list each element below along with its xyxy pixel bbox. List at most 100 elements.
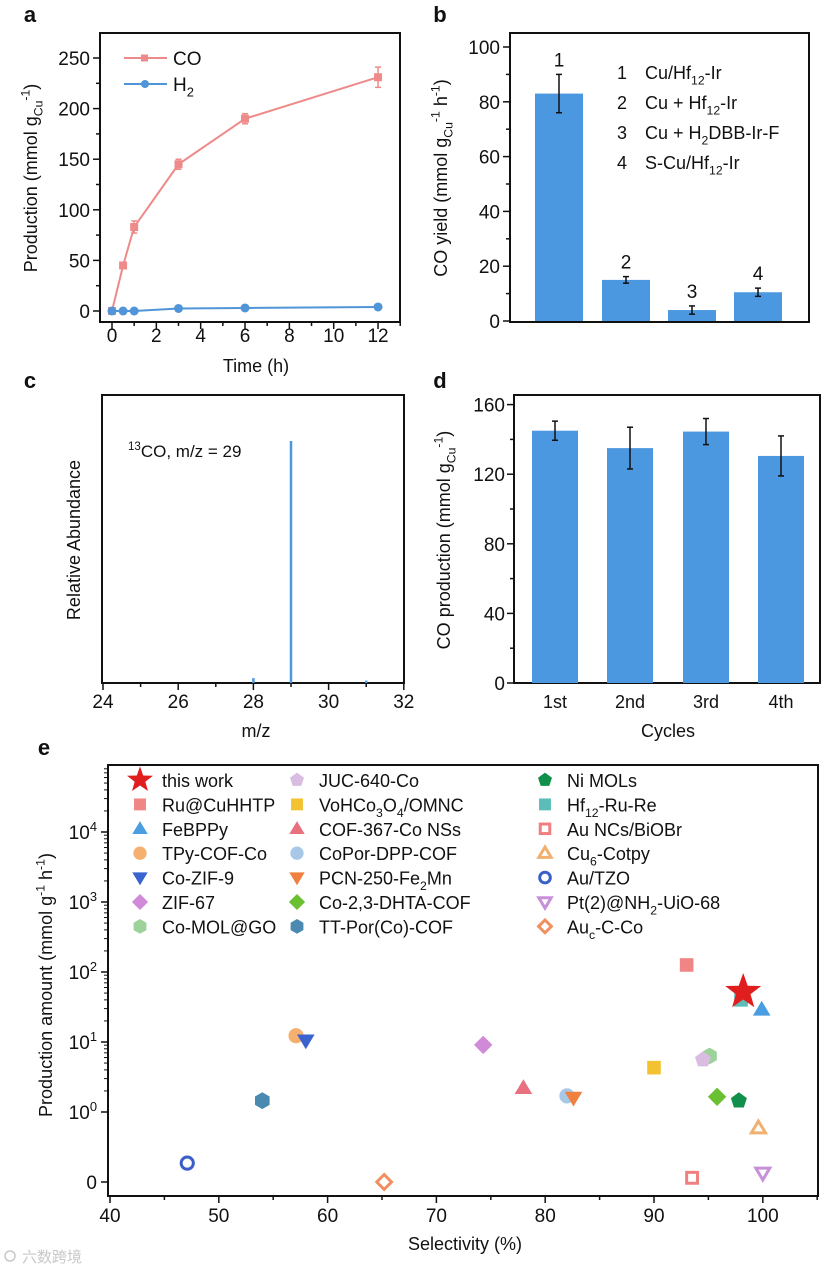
legend-marker xyxy=(133,846,147,860)
legend-marker xyxy=(141,80,149,88)
plot-frame-a xyxy=(99,32,401,323)
legend-label: CoPor-DPP-COF xyxy=(319,844,457,864)
bar xyxy=(532,430,578,683)
y-tick-label: 101 xyxy=(69,1029,97,1054)
data-point xyxy=(474,1035,493,1055)
x-tick-label: 4 xyxy=(195,326,206,347)
x-tick-label: 0 xyxy=(107,326,118,347)
y-tick-label: 80 xyxy=(479,93,500,114)
y-tick-label: 0 xyxy=(86,1173,97,1194)
data-point xyxy=(514,1079,533,1094)
y-tick-label: 104 xyxy=(69,819,97,844)
legend-label: H2 xyxy=(173,75,194,100)
bar xyxy=(683,431,729,683)
bar xyxy=(602,279,650,321)
legend-marker xyxy=(132,872,148,886)
y-tick-label: 0 xyxy=(494,674,505,695)
legend-label: Ni MOLs xyxy=(567,771,637,791)
data-point xyxy=(748,1118,769,1135)
legend-marker xyxy=(289,821,305,834)
legend-marker xyxy=(539,798,551,811)
data-point xyxy=(119,261,128,270)
y-tick-label: 80 xyxy=(484,535,505,556)
legend-label: Pt(2)@NH2-UiO-68 xyxy=(567,893,720,917)
y-tick-label: 102 xyxy=(69,959,97,984)
data-point xyxy=(174,160,183,169)
data-point xyxy=(564,1091,583,1107)
bar-label: 1 xyxy=(554,50,565,71)
legend-label: Cu + Hf12-Ir xyxy=(645,93,737,117)
data-point xyxy=(129,306,139,316)
legend-label: Co-ZIF-9 xyxy=(162,869,234,889)
legend-marker xyxy=(291,798,303,811)
legend-marker xyxy=(536,896,554,912)
data-point xyxy=(255,1092,270,1110)
legend-label: Hf12-Ru-Re xyxy=(567,795,657,819)
bar xyxy=(758,455,804,683)
y-tick-label: 250 xyxy=(58,49,90,70)
x-tick-label: 2 xyxy=(151,326,162,347)
y-tick-label: 120 xyxy=(473,465,505,486)
y-axis-label: Relative Abundance xyxy=(64,460,84,620)
data-point xyxy=(730,1092,747,1108)
legend-marker xyxy=(536,917,554,935)
legend-marker xyxy=(538,822,552,836)
peak-annotation: 13CO, m/z = 29 xyxy=(128,441,241,461)
x-tick-label: 70 xyxy=(426,1206,447,1227)
legend-label: Au/TZO xyxy=(567,869,630,889)
x-tick-label: 24 xyxy=(92,692,114,713)
data-point xyxy=(240,303,250,313)
x-tick-label: 4th xyxy=(768,692,793,712)
data-point xyxy=(107,306,117,316)
x-axis-label: Time (h) xyxy=(223,356,289,376)
y-tick-label: 40 xyxy=(484,604,505,625)
data-point xyxy=(297,1034,315,1050)
panel-letter-c: c xyxy=(24,368,36,393)
plot-frame-c xyxy=(101,394,405,684)
legend-label: TPy-COF-Co xyxy=(162,844,267,864)
data-point xyxy=(685,1170,700,1185)
y-tick-label: 50 xyxy=(69,251,90,272)
x-tick-label: 6 xyxy=(240,326,251,347)
bar-label: 2 xyxy=(621,253,632,274)
legend-label: JUC-640-Co xyxy=(319,771,419,791)
x-tick-label: 90 xyxy=(643,1206,664,1227)
legend-label: S-Cu/Hf12-Ir xyxy=(645,153,740,177)
legend-label: VoHCo3O4/OMNC xyxy=(319,795,464,819)
y-tick-label: 100 xyxy=(468,38,500,59)
legend-label: Cu/Hf12-Ir xyxy=(645,63,722,87)
legend-marker xyxy=(536,844,554,859)
bar-label: 4 xyxy=(753,264,764,285)
legend-marker xyxy=(132,821,148,834)
x-tick-label: 60 xyxy=(317,1206,338,1227)
x-tick-label: 40 xyxy=(99,1206,120,1227)
x-tick-label: 28 xyxy=(243,692,264,713)
data-point xyxy=(752,1000,771,1016)
watermark: 六数跨境 xyxy=(22,1248,82,1266)
legend-label: Cu + H2DBB-Ir-F xyxy=(645,123,779,147)
y-tick-label: 20 xyxy=(479,257,500,278)
legend-marker xyxy=(131,894,149,910)
legend-marker xyxy=(290,772,304,786)
watermark-logo-icon xyxy=(4,1250,16,1262)
legend-label: Auc-C-Co xyxy=(567,917,643,941)
legend-label: CO xyxy=(173,49,202,70)
x-tick-label: 30 xyxy=(318,692,339,713)
legend-number: 1 xyxy=(617,63,627,83)
legend-marker xyxy=(290,919,304,934)
legend-number: 3 xyxy=(617,123,627,143)
data-point xyxy=(130,223,139,232)
panel-letter-a: a xyxy=(24,2,37,27)
legend-marker xyxy=(134,798,146,811)
legend-label: this work xyxy=(162,771,234,791)
x-axis-label: m/z xyxy=(242,721,271,741)
legend-marker xyxy=(141,54,148,62)
legend-marker xyxy=(290,846,304,860)
legend-label: PCN-250-Fe2Mn xyxy=(319,869,452,893)
bar xyxy=(535,93,583,321)
x-tick-label: 12 xyxy=(367,326,388,347)
x-tick-label: 50 xyxy=(208,1206,229,1227)
data-point xyxy=(373,302,383,312)
legend-marker xyxy=(289,872,305,886)
